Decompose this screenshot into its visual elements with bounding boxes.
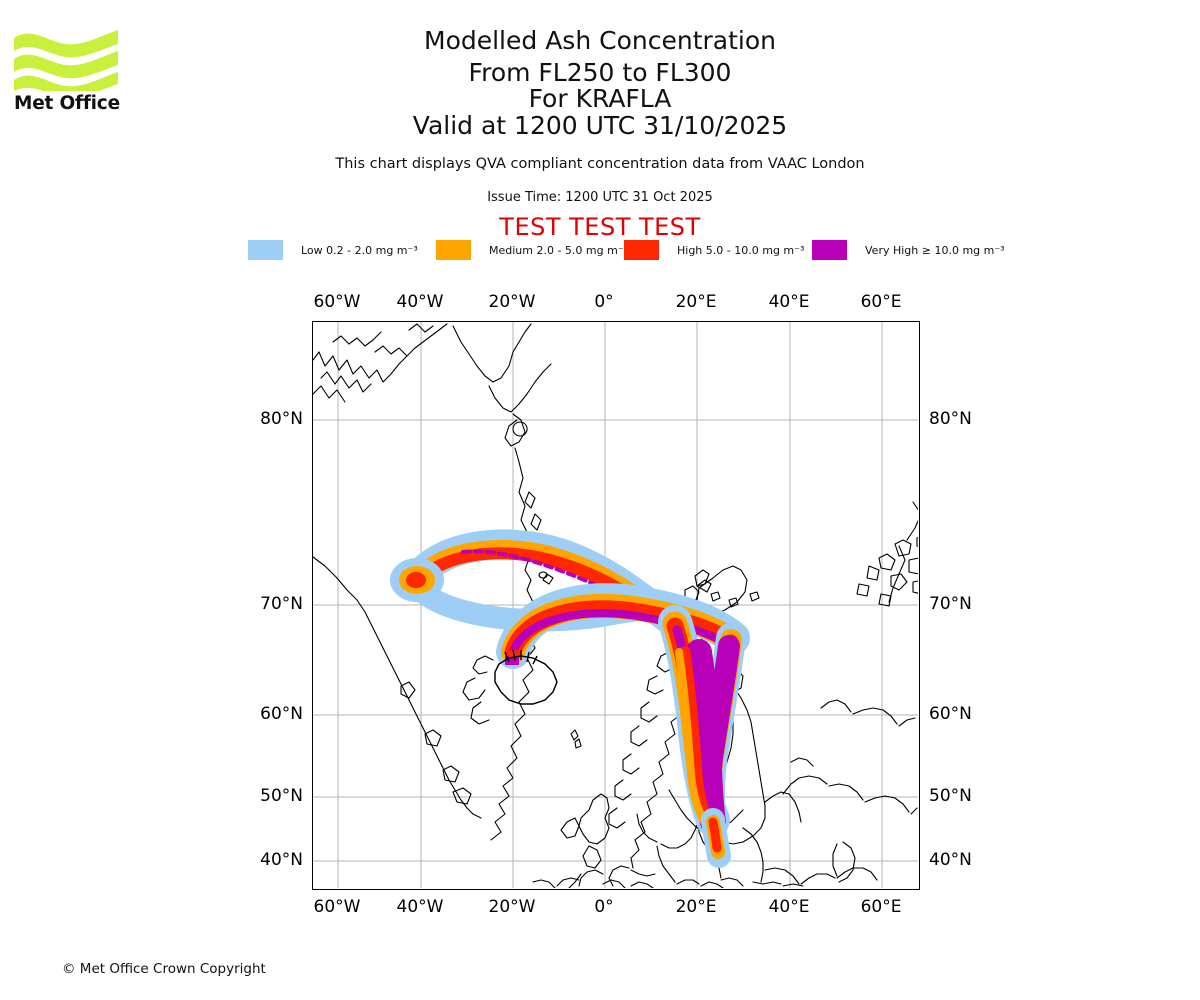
page-title: Modelled Ash Concentration: [424, 26, 776, 55]
met-office-wave-mark: [14, 30, 118, 91]
lon-tick-top-3: 0°: [594, 292, 614, 312]
test-banner: TEST TEST TEST: [499, 213, 701, 241]
lat-tick-right-70: 70°N: [929, 594, 972, 614]
chart-title-block: Modelled Ash Concentration From FL250 to…: [0, 26, 1200, 140]
plume-sweden-body-very-high: [686, 639, 726, 835]
ash-plume: [390, 529, 750, 868]
title-flight-level: From FL250 to FL300: [468, 57, 732, 87]
legend-label-high: High 5.0 - 10.0 mg m⁻³: [677, 243, 805, 257]
lat-tick-right-80: 80°N: [929, 409, 972, 429]
legend-entry-very-high: Very High ≥ 10.0 mg m⁻³: [812, 240, 1005, 260]
concentration-legend: Low 0.2 - 2.0 mg m⁻³ Medium 2.0 - 5.0 mg…: [248, 240, 1005, 260]
plume-baltic-tail-high: [708, 817, 722, 853]
legend-swatch-medium: [436, 240, 471, 260]
source-marker-very-high: [505, 656, 519, 665]
lat-tick-right-50: 50°N: [929, 786, 972, 806]
copyright-notice: © Met Office Crown Copyright: [62, 961, 266, 977]
lon-tick-bottom-6: 60°E: [860, 897, 902, 917]
lon-tick-bottom-1: 40°W: [396, 897, 444, 917]
map-canvas: [313, 322, 918, 888]
plume-sweden-body-high-w: [679, 646, 715, 830]
met-office-logo: Met Office: [14, 28, 124, 114]
coastlines: [313, 323, 918, 888]
lat-tick-left-60: 60°N: [260, 704, 303, 724]
legend-swatch-high: [624, 240, 659, 260]
lon-tick-top-5: 40°E: [768, 292, 810, 312]
ash-concentration-map[interactable]: [312, 321, 920, 890]
lat-tick-right-40: 40°N: [929, 850, 972, 870]
lat-tick-left-70: 70°N: [260, 594, 303, 614]
legend-swatch-very-high: [812, 240, 847, 260]
coastline-overlay-iceland: [494, 649, 558, 705]
title-valid-time: Valid at 1200 UTC 31/10/2025: [412, 110, 788, 140]
lat-tick-left-50: 50°N: [260, 786, 303, 806]
lat-tick-left-40: 40°N: [260, 850, 303, 870]
issue-time-label: Issue Time: 1200 UTC 31 Oct 2025: [487, 190, 713, 205]
lon-tick-bottom-5: 40°E: [768, 897, 810, 917]
lon-tick-bottom-0: 60°W: [313, 897, 361, 917]
plume-north-head-high: [406, 572, 426, 588]
legend-entry-low: Low 0.2 - 2.0 mg m⁻³: [248, 240, 418, 260]
legend-entry-medium: Medium 2.0 - 5.0 mg m⁻³: [436, 240, 628, 260]
lon-tick-top-4: 20°E: [675, 292, 717, 312]
legend-label-low: Low 0.2 - 2.0 mg m⁻³: [301, 243, 418, 257]
met-office-logo-text: Met Office: [14, 93, 120, 114]
lon-tick-bottom-2: 20°W: [488, 897, 536, 917]
lon-tick-top-1: 40°W: [396, 292, 444, 312]
lon-tick-top-2: 20°W: [488, 292, 536, 312]
plume-south-very-high: [509, 609, 731, 656]
source-marker-high: [509, 650, 517, 658]
legend-entry-high: High 5.0 - 10.0 mg m⁻³: [624, 240, 804, 260]
lon-tick-top-6: 60°E: [860, 292, 902, 312]
lat-tick-left-80: 80°N: [260, 409, 303, 429]
plume-sweden-body-med-w: [675, 648, 711, 830]
legend-label-very-high: Very High ≥ 10.0 mg m⁻³: [865, 243, 1005, 257]
legend-label-medium: Medium 2.0 - 5.0 mg m⁻³: [489, 243, 629, 257]
chart-subtitle: This chart displays QVA compliant concen…: [335, 156, 865, 172]
lat-tick-right-60: 60°N: [929, 704, 972, 724]
lon-tick-top-0: 60°W: [313, 292, 361, 312]
title-volcano: For KRAFLA: [528, 84, 672, 113]
lon-tick-bottom-4: 20°E: [675, 897, 717, 917]
legend-swatch-low: [248, 240, 283, 260]
lon-tick-bottom-3: 0°: [594, 897, 614, 917]
